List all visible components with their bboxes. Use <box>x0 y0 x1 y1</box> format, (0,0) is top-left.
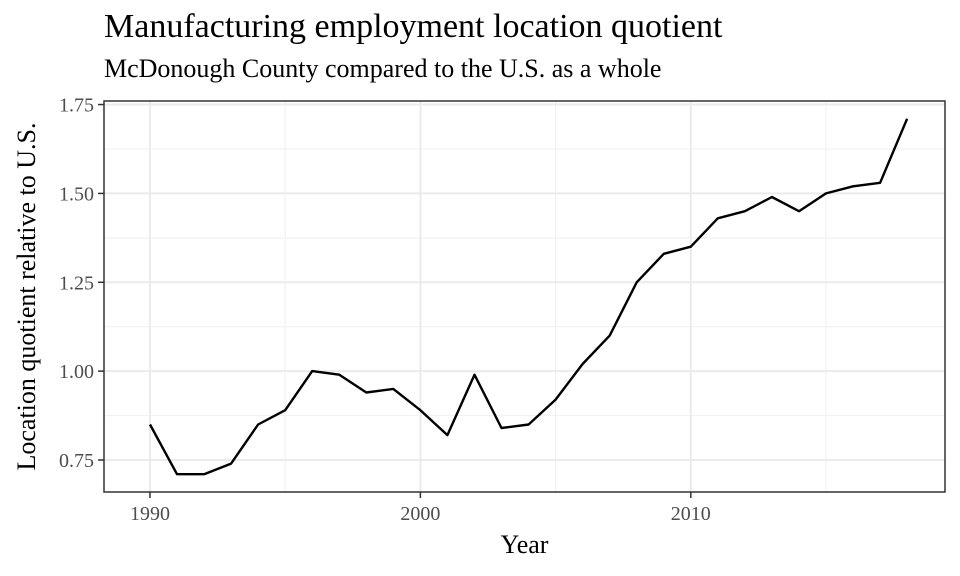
x-tick-label: 2000 <box>400 503 440 525</box>
y-tick-label: 0.75 <box>59 450 94 472</box>
minor-gridlines <box>104 101 945 492</box>
x-tick-label: 2010 <box>671 503 711 525</box>
axis-ticks <box>98 103 692 498</box>
axis-tick-labels: 1990 2000 2010 0.75 1.00 1.25 1.50 1.75 <box>59 95 711 525</box>
y-tick-label: 1.50 <box>59 183 94 205</box>
x-tick-label: 1990 <box>130 503 170 525</box>
y-tick-label: 1.75 <box>59 95 94 117</box>
series-line <box>148 118 909 476</box>
y-tick-label: 1.25 <box>59 272 94 294</box>
chart-subtitle: McDonough County compared to the U.S. as… <box>104 54 662 83</box>
plot-panel-border <box>103 100 946 493</box>
major-gridlines <box>104 101 945 492</box>
x-axis-title: Year <box>501 530 549 559</box>
data-series <box>148 118 909 476</box>
y-tick-label: 1.00 <box>59 361 94 383</box>
chart-title: Manufacturing employment location quotie… <box>104 8 723 45</box>
y-axis-title: Location quotient relative to U.S. <box>12 122 41 470</box>
